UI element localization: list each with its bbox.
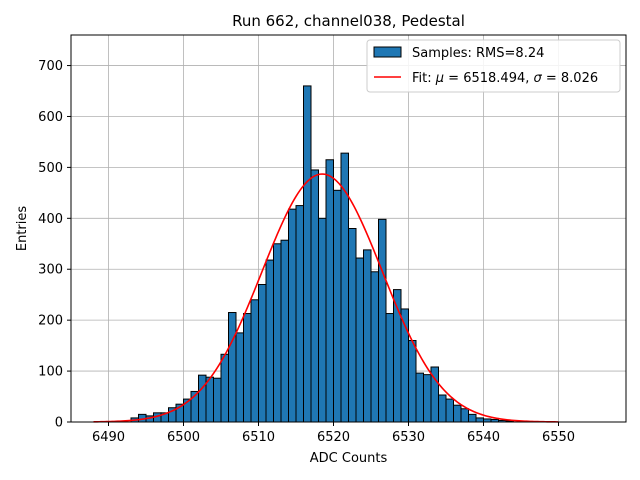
histogram-bar [295, 205, 304, 423]
histogram-bar [228, 312, 237, 423]
x-tick-label: 6540 [467, 430, 500, 445]
histogram-bar [378, 218, 387, 423]
histogram-bar [460, 408, 469, 423]
y-tick-label: 100 [38, 365, 63, 380]
histogram-bar [258, 284, 267, 423]
histogram-bar [325, 159, 334, 423]
histogram-bar [445, 398, 454, 423]
histogram-bar [198, 374, 207, 423]
histogram-bar [220, 353, 229, 423]
y-tick-label: 700 [38, 59, 63, 74]
histogram-bar [243, 313, 252, 423]
x-axis-ticks: 6490 6500 6510 6520 6530 6540 6550 [92, 422, 575, 445]
histogram-bar [468, 413, 477, 423]
x-tick-label: 6550 [542, 430, 575, 445]
legend: Samples: RMS=8.24 Fit: μ = 6518.494, σ =… [366, 39, 621, 93]
legend-box [366, 39, 621, 93]
histogram-bar [363, 249, 372, 423]
y-axis-ticks: 0 100 200 300 400 500 600 700 [38, 59, 71, 431]
x-tick-label: 6490 [92, 430, 125, 445]
y-tick-label: 200 [38, 314, 63, 329]
histogram-bar [205, 376, 214, 423]
y-tick-label: 0 [55, 416, 63, 431]
histogram-bar [415, 372, 424, 423]
histogram-bar [318, 217, 327, 423]
y-tick-label: 600 [38, 110, 63, 125]
chart-title: Run 662, channel038, Pedestal [232, 12, 465, 30]
histogram-bar [265, 259, 274, 423]
y-tick-label: 300 [38, 263, 63, 278]
histogram-bar [280, 239, 289, 423]
x-tick-label: 6510 [242, 430, 275, 445]
histogram-bar [348, 228, 357, 423]
histogram-bar [273, 243, 282, 423]
histogram-bar [355, 257, 364, 423]
x-tick-label: 6530 [392, 430, 425, 445]
histogram-bar [385, 313, 394, 423]
x-tick-label: 6500 [167, 430, 200, 445]
histogram-bar [333, 189, 342, 423]
y-tick-label: 400 [38, 212, 63, 227]
x-tick-label: 6520 [317, 430, 350, 445]
histogram-bar [303, 85, 312, 423]
histogram-bar [288, 208, 297, 423]
histogram-bar [438, 394, 447, 423]
histogram-bar [310, 169, 319, 423]
y-tick-label: 500 [38, 161, 63, 176]
histogram-bar [423, 374, 432, 423]
histogram-bar [235, 332, 244, 423]
x-axis-label: ADC Counts [310, 451, 388, 466]
legend-fit-label: Fit: μ = 6518.494, σ = 8.026 [412, 71, 598, 86]
histogram-bar [453, 404, 462, 423]
y-axis-label: Entries [15, 206, 30, 252]
fit-curve [93, 173, 559, 423]
histogram-bar [370, 271, 379, 423]
histogram-bar [250, 299, 259, 423]
histogram-bar [213, 377, 222, 423]
histogram-bar [475, 417, 484, 423]
plot-frame [70, 34, 627, 423]
legend-histogram-swatch [373, 46, 402, 58]
legend-histogram-label: Samples: RMS=8.24 [412, 46, 544, 61]
histogram-bar [408, 340, 417, 423]
